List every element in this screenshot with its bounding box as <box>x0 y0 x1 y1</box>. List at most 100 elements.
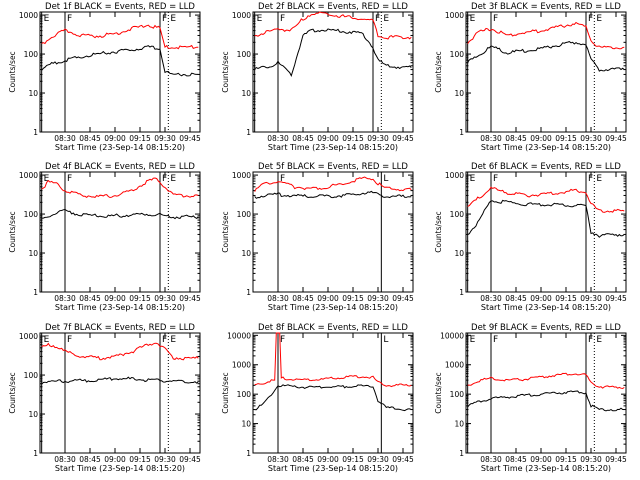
y-tick-label: 1000 <box>445 361 464 370</box>
y-tick-label: 100 <box>24 210 39 219</box>
y-tick-label: 1000 <box>445 171 464 180</box>
x-tick-label: 08:30 <box>480 455 502 464</box>
x-tick-label: 09:00 <box>530 294 552 303</box>
y-tick-label: 100 <box>450 210 465 219</box>
x-tick-label: 08:45 <box>79 294 101 303</box>
x-tick-label: 08:30 <box>267 134 289 143</box>
y-tick-label: 1000 <box>232 11 251 20</box>
x-axis-label: Start Time (23-Sep-14 08:15:20) <box>268 143 398 152</box>
x-tick-label: 08:45 <box>505 455 527 464</box>
x-tick-label: 09:00 <box>104 134 126 143</box>
marker-label: F <box>588 14 593 24</box>
marker-label: F <box>162 14 167 24</box>
x-tick-label: 08:30 <box>54 294 76 303</box>
x-axis-label: Start Time (23-Sep-14 08:15:20) <box>55 143 185 152</box>
marker-label: F <box>67 14 72 24</box>
x-tick-label: 09:30 <box>367 455 389 464</box>
chart-title: Det 3f BLACK = Events, RED = LLD <box>471 2 621 12</box>
chart-title: Det 2f BLACK = Events, RED = LLD <box>258 2 408 12</box>
marker-label: E <box>44 335 50 345</box>
chart-title: Det 4f BLACK = Events, RED = LLD <box>45 162 195 172</box>
chart-panel-6: Det 6f BLACK = Events, RED = LLD 1 10 100 10… <box>434 162 627 312</box>
series-line-events <box>254 28 412 78</box>
marker-label: F <box>375 14 380 24</box>
marker-label: E <box>596 335 602 345</box>
x-tick-label: 09:00 <box>530 134 552 143</box>
y-tick-label: 100 <box>450 50 465 59</box>
series-line-lld <box>254 332 412 388</box>
x-tick-label: 09:30 <box>367 294 389 303</box>
y-tick-label: 1000 <box>19 11 38 20</box>
x-tick-label: 09:15 <box>129 294 151 303</box>
x-tick-label: 08:45 <box>292 134 314 143</box>
series-line-events <box>41 376 199 385</box>
x-tick-label: 09:45 <box>605 134 627 143</box>
y-tick-label: 100 <box>237 50 252 59</box>
x-tick-label: 09:45 <box>392 294 414 303</box>
x-tick-label: 08:45 <box>292 455 314 464</box>
chart-panel-2: Det 2f BLACK = Events, RED = LLD 1 10 100 10… <box>221 2 414 152</box>
x-tick-label: 09:15 <box>555 134 577 143</box>
marker-label: F <box>493 335 498 345</box>
marker-label: E <box>470 174 476 184</box>
x-tick-label: 08:30 <box>480 294 502 303</box>
x-tick-label: 09:30 <box>154 294 176 303</box>
y-axis-label: Counts/sec <box>434 372 443 413</box>
marker-label: E <box>596 174 602 184</box>
plot-frame <box>252 171 414 293</box>
marker-label: E <box>170 335 176 345</box>
y-axis-label: Counts/sec <box>8 372 17 413</box>
y-tick-label: 10 <box>28 249 38 258</box>
x-tick-label: 08:45 <box>79 455 101 464</box>
x-tick-label: 09:30 <box>154 134 176 143</box>
x-tick-label: 09:15 <box>342 294 364 303</box>
x-tick-label: 09:15 <box>342 134 364 143</box>
series-line-events <box>254 190 412 199</box>
marker-label: L <box>383 174 388 184</box>
y-tick-label: 10 <box>241 420 251 429</box>
y-tick-label: 10 <box>28 89 38 98</box>
y-axis-label: Counts/sec <box>8 51 17 92</box>
marker-label: F <box>493 174 498 184</box>
x-tick-label: 08:45 <box>505 134 527 143</box>
x-tick-label: 08:30 <box>480 134 502 143</box>
x-tick-label: 09:00 <box>317 455 339 464</box>
x-tick-label: 09:00 <box>530 455 552 464</box>
chart-title: Det 9f BLACK = Events, RED = LLD <box>471 323 621 333</box>
y-tick-label: 100 <box>24 50 39 59</box>
y-tick-label: 1000 <box>445 11 464 20</box>
marker-label: F <box>162 174 167 184</box>
plot-frame <box>252 11 414 133</box>
x-tick-label: 09:30 <box>367 134 389 143</box>
chart-panel-4: Det 4f BLACK = Events, RED = LLD 1 10 100 10… <box>8 162 201 312</box>
y-tick-label: 10000 <box>440 331 464 340</box>
x-axis-label: Start Time (23-Sep-14 08:15:20) <box>481 143 611 152</box>
chart-title: Det 1f BLACK = Events, RED = LLD <box>45 2 195 12</box>
x-tick-label: 08:45 <box>292 294 314 303</box>
y-tick-label: 10 <box>28 410 38 419</box>
series-line-lld <box>41 177 199 199</box>
y-axis-label: Counts/sec <box>434 211 443 252</box>
x-tick-label: 08:30 <box>267 455 289 464</box>
y-tick-label: 1 <box>246 128 251 137</box>
chart-title: Det 5f BLACK = Events, RED = LLD <box>258 162 408 172</box>
y-tick-label: 100 <box>450 390 465 399</box>
marker-label: F <box>588 335 593 345</box>
chart-title: Det 8f BLACK = Events, RED = LLD <box>258 323 408 333</box>
y-tick-label: 10 <box>241 89 251 98</box>
x-tick-label: 09:45 <box>605 455 627 464</box>
x-tick-label: 09:15 <box>129 455 151 464</box>
x-tick-label: 09:30 <box>154 455 176 464</box>
chart-panel-1: Det 1f BLACK = Events, RED = LLD 1 10 100 10… <box>8 2 201 152</box>
series-line-lld <box>41 342 199 361</box>
chart-panel-3: Det 3f BLACK = Events, RED = LLD 1 10 100 10… <box>434 2 627 152</box>
marker-label: F <box>493 14 498 24</box>
y-tick-label: 1 <box>246 449 251 458</box>
series-line-lld <box>254 176 412 192</box>
marker-label: F <box>67 335 72 345</box>
marker-label: E <box>257 14 263 24</box>
marker-label: E <box>44 14 50 24</box>
y-tick-label: 10000 <box>227 331 251 340</box>
marker-label: E <box>383 14 389 24</box>
marker-label: E <box>470 14 476 24</box>
